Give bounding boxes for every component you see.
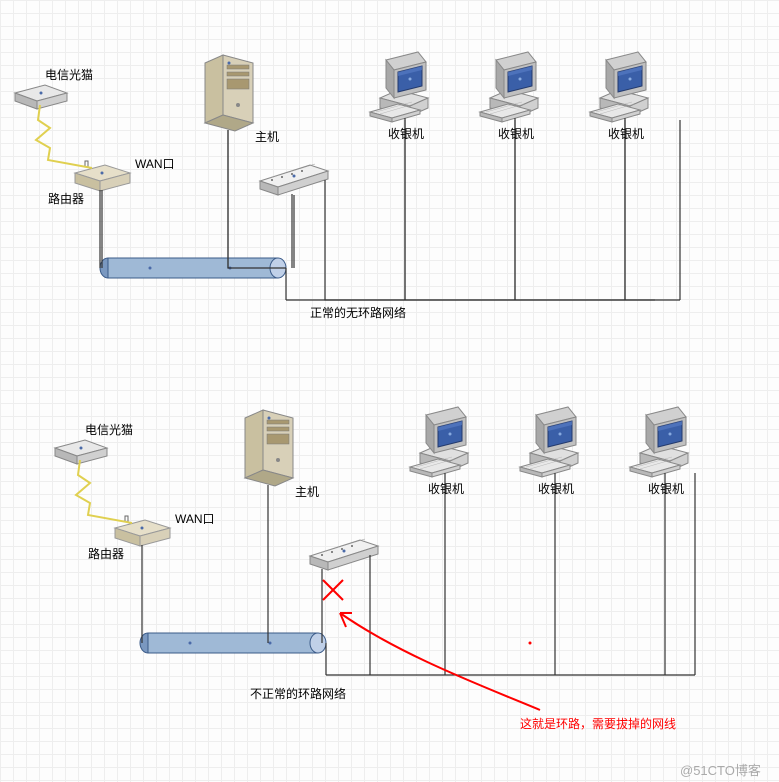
router-icon: [115, 516, 170, 546]
host-label: 主机: [255, 128, 279, 145]
diagram-canvas: 电信光猫 WAN口 路由器 主机 收银机 收银机 收银机 正常的无环路网络 电信…: [0, 0, 779, 782]
pos-label-3: 收银机: [648, 480, 684, 497]
router-label: 路由器: [48, 190, 84, 207]
loop-arrow-label: 这就是环路，需要拔掉的网线: [520, 715, 676, 732]
pos-label-2: 收银机: [498, 125, 534, 142]
wan-label: WAN口: [175, 510, 215, 527]
modem-label: 电信光猫: [45, 66, 93, 83]
bus-links: [100, 120, 680, 300]
diagram-svg: [0, 0, 779, 782]
top-network: [15, 52, 680, 300]
router-label: 路由器: [88, 545, 124, 562]
modem-icon: [15, 85, 67, 109]
pos-label-1: 收银机: [428, 480, 464, 497]
server-icon: [205, 55, 253, 131]
modem-router-link: [76, 460, 132, 523]
modem-icon: [55, 440, 107, 464]
top-bus-label: 正常的无环路网络: [310, 304, 406, 321]
watermark: @51CTO博客: [680, 760, 761, 779]
pos-label-3: 收银机: [608, 125, 644, 142]
switch-icon: [260, 164, 328, 195]
bus-icon: [100, 258, 286, 278]
pc-icon: [590, 52, 648, 122]
bus-links: [142, 473, 695, 675]
bottom-network: [55, 407, 695, 710]
switch-icon: [310, 539, 378, 570]
host-label: 主机: [295, 483, 319, 500]
loop-annotation: [323, 580, 540, 710]
modem-router-link: [36, 105, 92, 168]
bottom-bus-label: 不正常的环路网络: [250, 685, 346, 702]
pc-icon: [410, 407, 468, 477]
pc-icon: [480, 52, 538, 122]
wan-label: WAN口: [135, 155, 175, 172]
pos-label-2: 收银机: [538, 480, 574, 497]
pc-icon: [370, 52, 428, 122]
router-icon: [75, 161, 130, 191]
pos-label-1: 收银机: [388, 125, 424, 142]
pc-icon: [630, 407, 688, 477]
bus-icon: [140, 633, 326, 653]
pc-icon: [520, 407, 578, 477]
server-icon: [245, 410, 293, 486]
modem-label: 电信光猫: [85, 421, 133, 438]
